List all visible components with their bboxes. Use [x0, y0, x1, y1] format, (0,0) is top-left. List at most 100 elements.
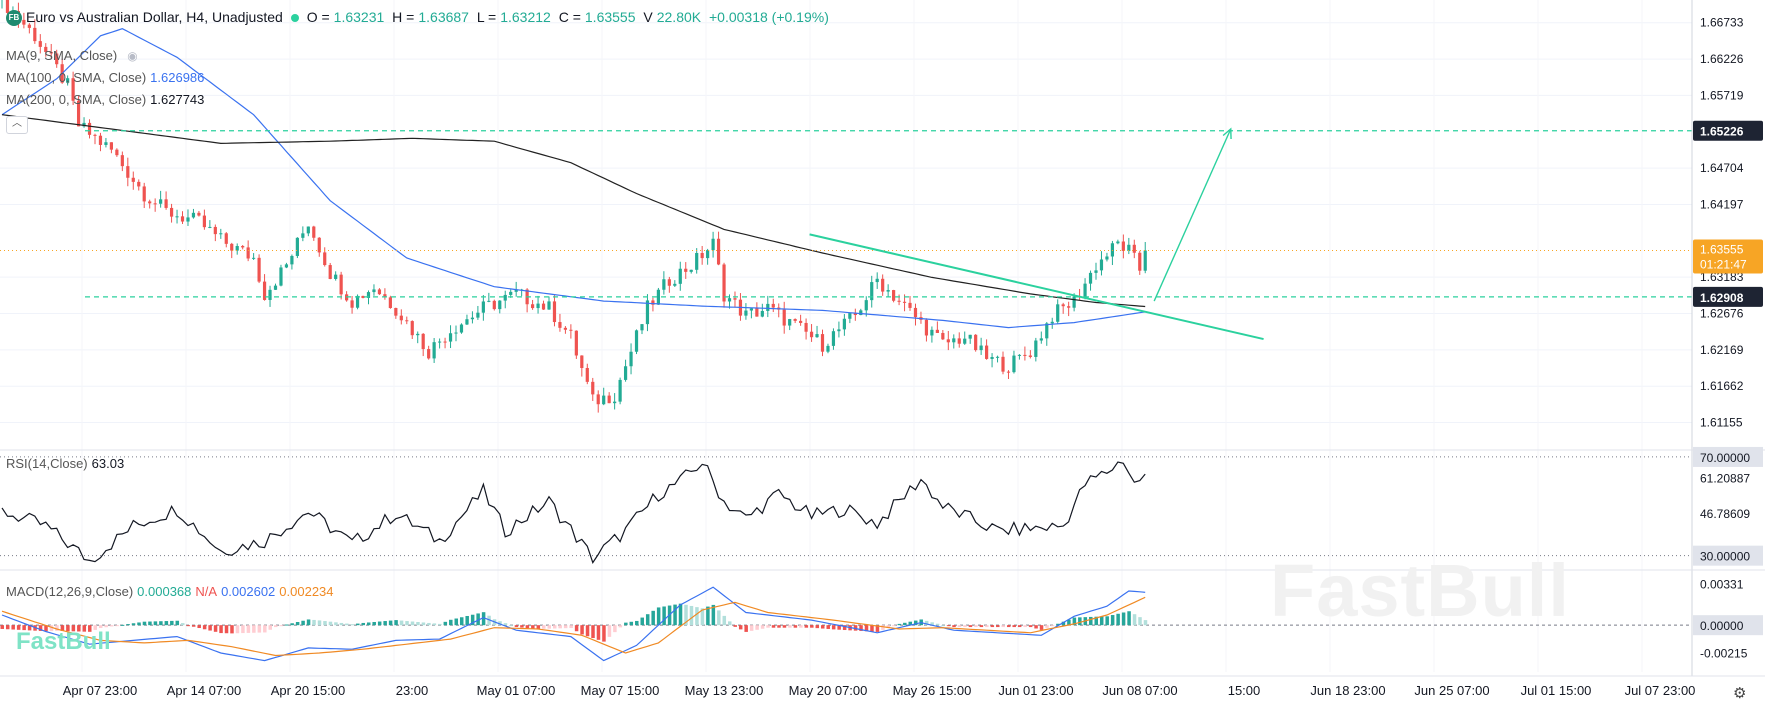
candle-body	[1105, 256, 1109, 260]
candle-body	[875, 278, 879, 283]
gear-icon[interactable]: ⚙	[1733, 685, 1747, 702]
macd-histogram-bar	[985, 625, 989, 628]
ma200-line	[1, 114, 1146, 308]
macd-histogram-bar	[815, 625, 820, 629]
macd-histogram-bar	[427, 622, 431, 626]
ma100-legend[interactable]: MA(100, 0, SMA, Close) 1.626986	[6, 70, 208, 85]
macd-histogram-bar	[1006, 625, 1011, 628]
candle-body	[104, 142, 108, 145]
price-tick-label: 1.66733	[1700, 16, 1744, 30]
candle-body	[334, 274, 338, 279]
candle-body	[1028, 355, 1032, 357]
macd-histogram-bar	[651, 610, 655, 626]
candle-body	[902, 301, 907, 303]
candle-body	[5, 0, 10, 13]
price-tick-label: 1.62169	[1700, 343, 1744, 357]
candle-body	[640, 324, 644, 331]
candle-body	[930, 329, 934, 336]
macd-histogram-bar	[328, 621, 333, 626]
candle-body	[93, 134, 97, 136]
macd-histogram-bar	[842, 625, 847, 631]
macd-histogram-bar	[1099, 616, 1104, 626]
rsi-label: RSI(14,Close)	[6, 456, 88, 471]
macd-histogram-bar	[323, 621, 327, 626]
candle-body	[580, 355, 584, 369]
macd-histogram-bar	[1017, 625, 1022, 628]
candle-body	[476, 312, 480, 318]
macd-legend[interactable]: MACD(12,26,9,Close) 0.000368 N/A 0.002602 0.…	[6, 584, 338, 599]
candle-body	[853, 313, 857, 316]
candle-body	[82, 122, 86, 127]
candle-body	[503, 294, 507, 301]
candle-body	[995, 356, 1000, 358]
macd-histogram-bar	[88, 625, 92, 632]
macd-histogram-bar	[301, 620, 305, 626]
macd-histogram-bar	[837, 625, 841, 630]
candle-body	[1143, 250, 1147, 271]
macd-histogram-bar	[1072, 617, 1077, 626]
candle-body	[859, 310, 863, 316]
candle-body	[1138, 252, 1142, 271]
macd-histogram-bar	[596, 625, 601, 640]
candle-body	[837, 329, 841, 332]
candle-body	[405, 320, 409, 322]
projection-arrowhead	[1222, 127, 1232, 140]
candle-body	[700, 252, 704, 259]
candle-body	[656, 289, 660, 305]
candle-body	[985, 345, 989, 359]
macd-histogram-bar	[892, 625, 896, 627]
candle-body	[607, 395, 611, 404]
chevron-up-icon[interactable]: ︿	[6, 116, 28, 134]
macd-histogram-bar	[738, 625, 743, 630]
macd-histogram-bar	[153, 621, 158, 626]
macd-histogram-bar	[514, 625, 519, 628]
candle-body	[76, 100, 81, 127]
candle-body	[1001, 356, 1005, 372]
macd-histogram-bar	[361, 622, 366, 626]
time-tick-label: Jul 01 15:00	[1521, 683, 1592, 698]
macd-histogram-bar	[170, 620, 174, 626]
ma9-legend[interactable]: MA(9, SMA, Close) ◉	[6, 48, 142, 63]
eye-icon[interactable]: ◉	[127, 49, 138, 63]
macd-histogram-bar	[689, 605, 694, 626]
candle-body	[1067, 306, 1071, 308]
macd-histogram-bar	[350, 624, 355, 626]
candle-body	[317, 237, 321, 253]
candle-body	[864, 300, 868, 311]
ma100-value: 1.626986	[150, 70, 205, 85]
candle-body	[848, 313, 852, 319]
volume-label: V	[643, 9, 653, 25]
candle-body	[968, 334, 972, 339]
candle-body	[164, 199, 168, 208]
watermark-logo: FastBull	[1270, 549, 1570, 632]
candle-body	[33, 27, 37, 42]
candle-body	[49, 51, 53, 54]
ma9-label: MA(9, SMA, Close)	[6, 48, 118, 63]
macd-histogram-bar	[235, 625, 240, 634]
macd-histogram-bar	[175, 620, 180, 626]
macd-histogram-bar	[585, 625, 590, 637]
macd-histogram-bar	[5, 625, 10, 630]
rsi-legend[interactable]: RSI(14,Close) 63.03	[6, 456, 128, 471]
candle-body	[191, 212, 196, 218]
rsi-value: 63.03	[91, 456, 125, 471]
ma200-legend[interactable]: MA(200, 0, SMA, Close) 1.627743	[6, 92, 208, 107]
macd-histogram-bar	[728, 621, 732, 626]
macd-histogram-bar	[55, 625, 59, 631]
macd-histogram-bar	[449, 619, 453, 626]
candle-body	[585, 368, 589, 382]
macd-histogram-bar	[624, 622, 628, 626]
macd-histogram-bar	[137, 622, 141, 626]
symbol-title[interactable]: Euro vs Australian Dollar, H4, Unadjuste…	[26, 9, 283, 25]
candle-body	[771, 303, 775, 308]
candle-body	[662, 279, 666, 290]
change-value: +0.00318 (+0.19%)	[709, 9, 829, 25]
open-value: 1.63231	[333, 9, 385, 25]
macd-histogram-bar	[284, 624, 289, 626]
macd-histogram-bar	[246, 625, 251, 633]
macd-histogram-bar	[897, 623, 902, 626]
candle-body	[946, 339, 950, 343]
macd-histogram-bar	[1116, 613, 1120, 626]
macd-signal-value: 0.002234	[279, 584, 334, 599]
